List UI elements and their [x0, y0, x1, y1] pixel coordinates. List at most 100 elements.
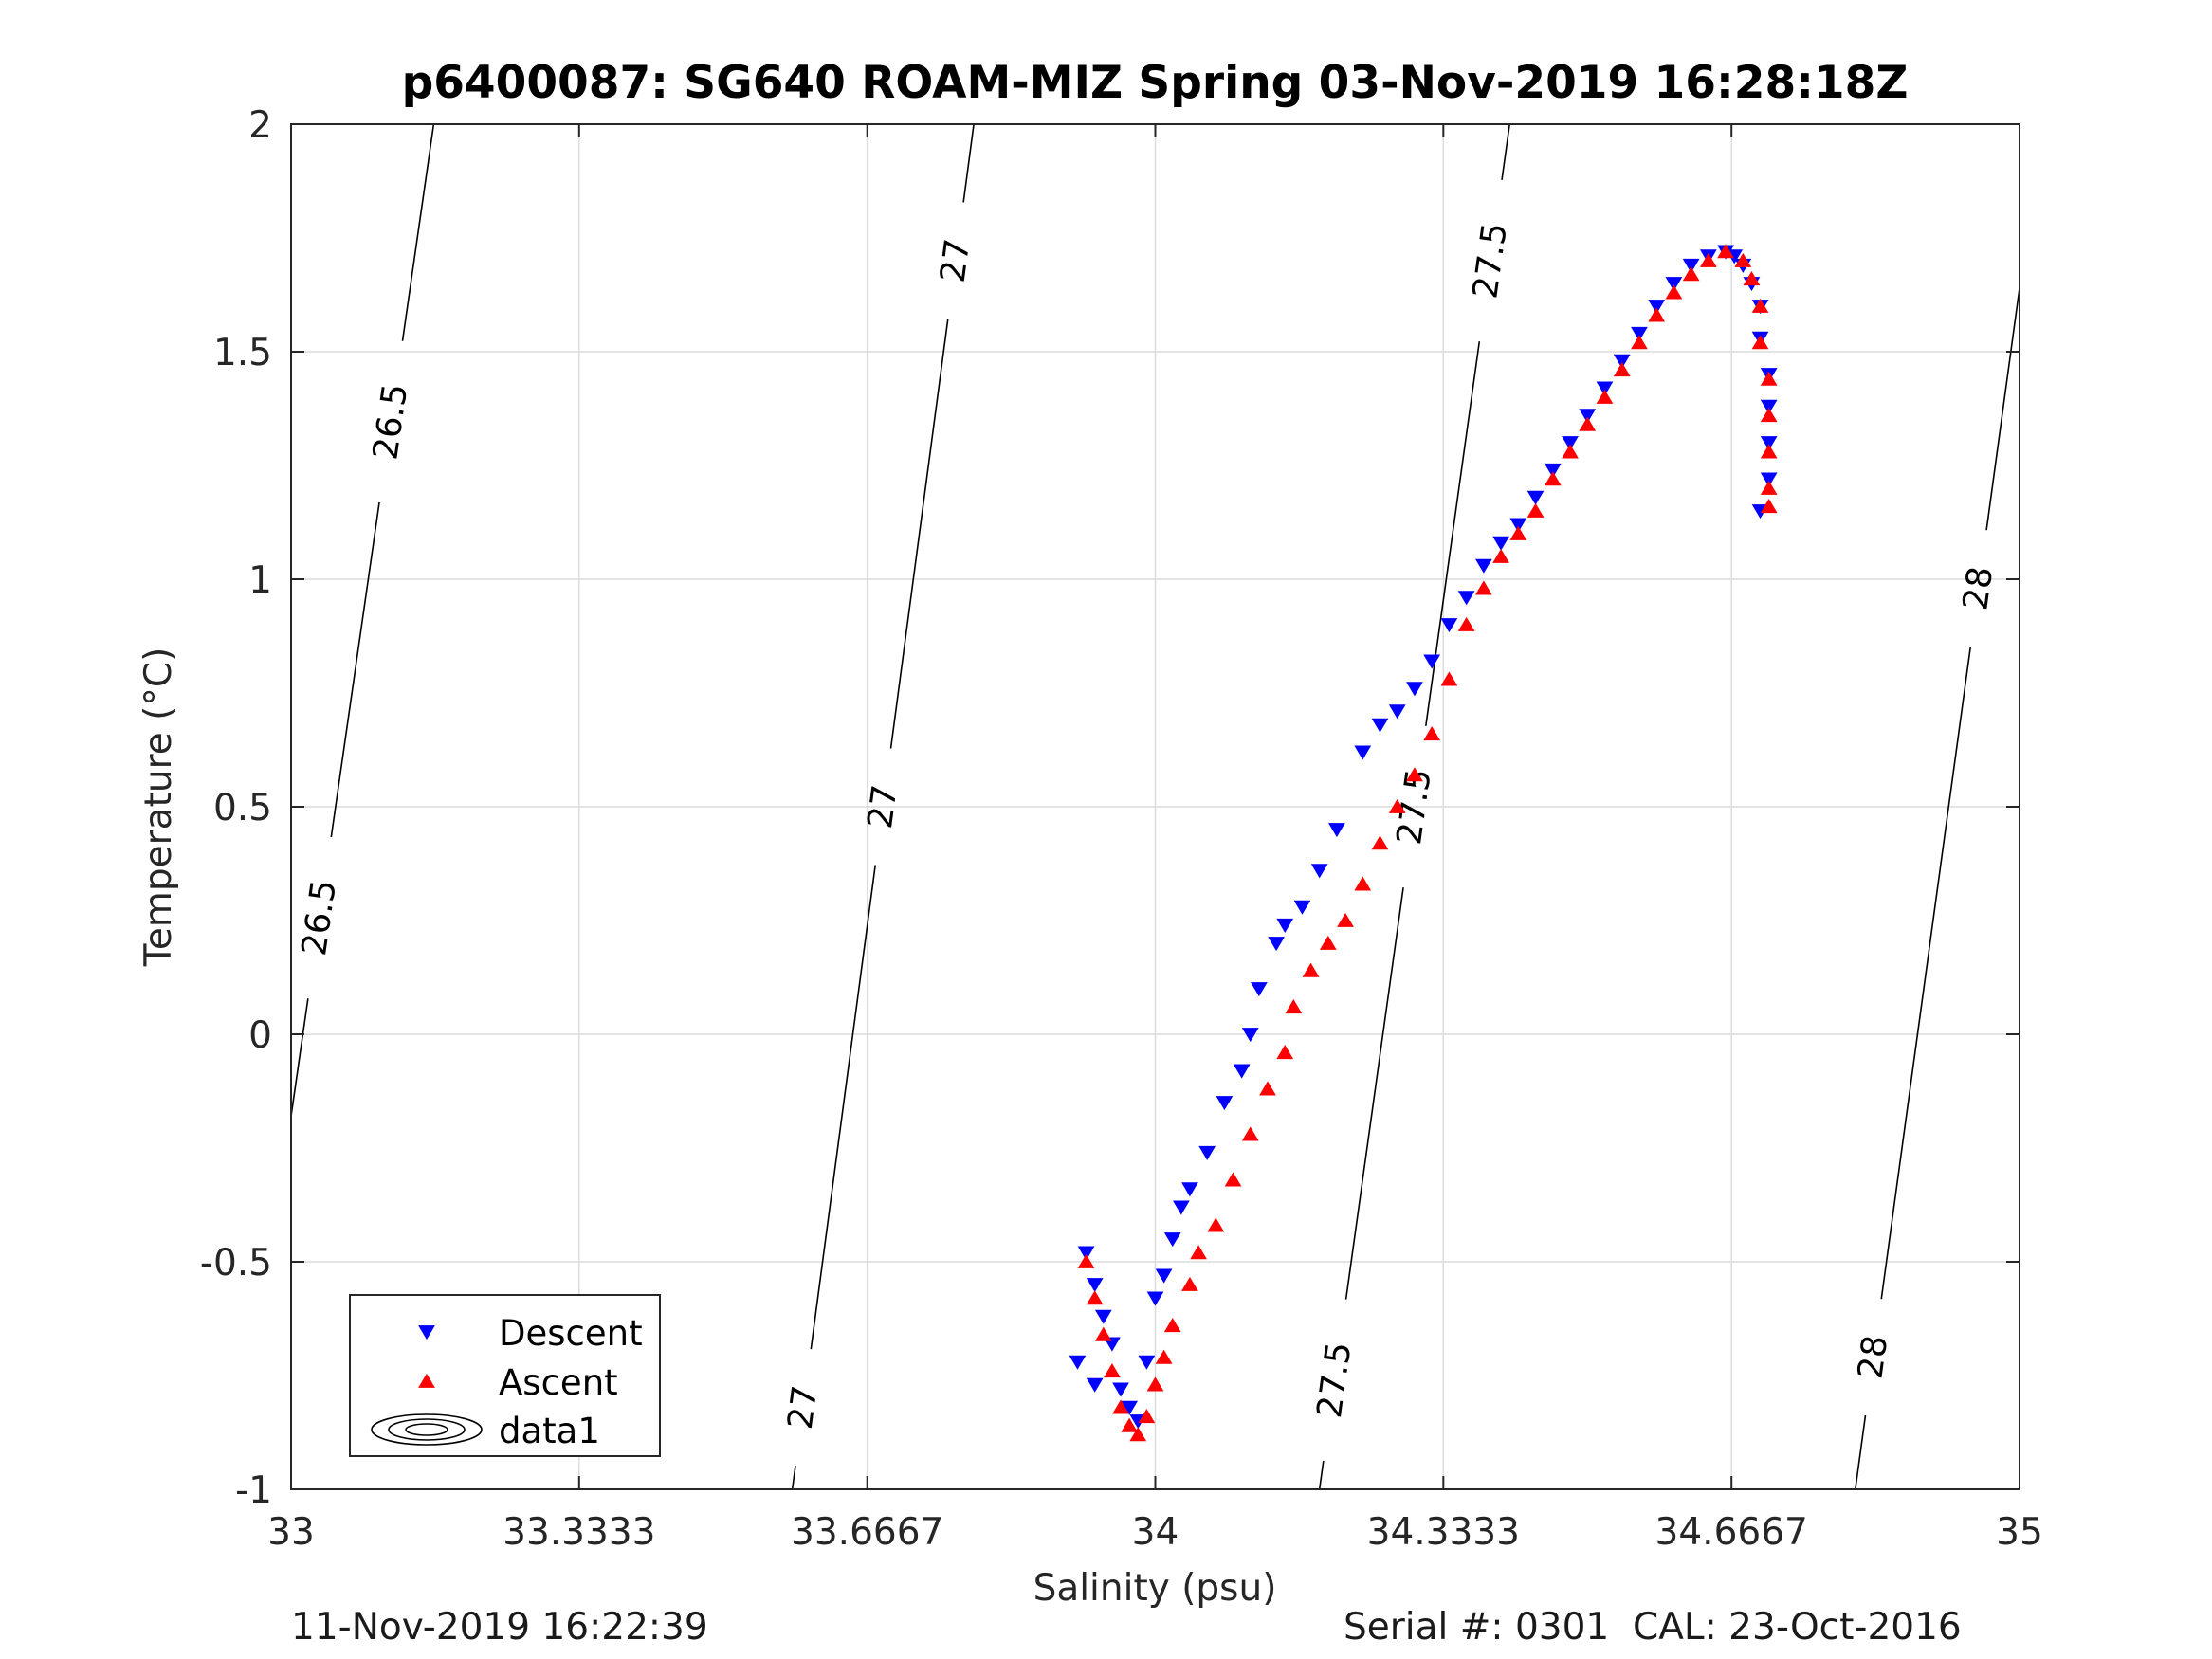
ascent-point: [1190, 1245, 1207, 1260]
y-tick-label: 0: [248, 1014, 272, 1057]
descent-point: [1276, 918, 1294, 933]
descent-point: [1760, 472, 1778, 487]
x-axis-label: Salinity (psu): [1033, 1567, 1277, 1610]
ascent-point: [1526, 502, 1545, 518]
descent-point: [1474, 558, 1492, 574]
descent-point: [1146, 1291, 1164, 1306]
legend-box: [349, 1294, 661, 1457]
ascent-point: [1285, 999, 1303, 1014]
descent-point: [1155, 1268, 1173, 1284]
descent-point: [1613, 354, 1631, 369]
ascent-point: [1717, 244, 1734, 259]
contour-line: [290, 998, 309, 1117]
ascent-point: [1241, 1126, 1259, 1141]
descent-point: [1562, 436, 1579, 451]
contour-line: [1985, 287, 2020, 531]
descent-point: [1406, 682, 1423, 697]
contour-label: 27: [934, 237, 978, 285]
contour-line: [962, 123, 975, 203]
ascent-point: [1259, 1081, 1276, 1096]
legend-contour-icon: [371, 1413, 483, 1446]
legend: Descent Ascent data1: [349, 1294, 661, 1457]
ascent-point: [1112, 1399, 1129, 1414]
descent-point: [1648, 300, 1666, 315]
contour-line: [330, 501, 380, 838]
ascent-point: [1276, 1045, 1294, 1060]
contour-label: 28: [1851, 1333, 1895, 1381]
ascent-point: [1207, 1217, 1225, 1232]
ascent-point: [1631, 335, 1648, 350]
descent-point: [1371, 718, 1389, 733]
footer-timestamp: 11-Nov-2019 16:22:39: [291, 1606, 708, 1649]
descent-point: [1163, 1232, 1181, 1248]
ascent-point: [1760, 499, 1778, 514]
x-tick-label: 33: [267, 1511, 315, 1554]
y-tick-label: -0.5: [200, 1242, 272, 1285]
descent-point: [1544, 463, 1562, 478]
descent-point: [1492, 536, 1509, 551]
ascent-point: [1077, 1253, 1095, 1268]
descent-point: [1354, 745, 1372, 760]
descent-point: [1121, 1400, 1139, 1415]
x-tick-label: 33.3333: [503, 1511, 655, 1554]
chart-title: p6400087: SG640 ROAM-MIZ Spring 03-Nov-2…: [402, 57, 1909, 109]
ascent-point: [1544, 471, 1562, 486]
contour-line: [889, 319, 949, 749]
descent-point: [1665, 277, 1683, 292]
ascent-point: [1596, 389, 1614, 404]
ascent-point: [1509, 525, 1527, 540]
descent-point: [1760, 399, 1778, 414]
descent-point: [1388, 704, 1406, 720]
descent-point: [1526, 490, 1545, 505]
descent-point: [1596, 381, 1614, 396]
y-tick-label: -1: [235, 1469, 272, 1512]
descent-point: [1310, 864, 1328, 879]
ascent-point: [1138, 1409, 1156, 1424]
contour-line: [810, 865, 877, 1350]
ascent-point: [1474, 580, 1492, 595]
x-tick-label: 34.3333: [1367, 1511, 1520, 1554]
ascent-point: [1751, 298, 1769, 313]
ascent-point: [1579, 416, 1597, 431]
descent-point: [1241, 1028, 1259, 1043]
descent-point: [1094, 1309, 1112, 1324]
ascent-point: [1760, 444, 1778, 459]
ascent-point: [1613, 362, 1631, 377]
ascent-point: [1648, 307, 1666, 322]
ascent-point: [1457, 616, 1475, 631]
x-tick-label: 34: [1132, 1511, 1179, 1554]
axis-ticks: 33 33.3333 33.6667 34 34.3333 34.6667 35 -1 -0.5…: [200, 104, 2043, 1554]
descent-point: [1631, 326, 1648, 341]
contour-line: [1318, 1460, 1325, 1490]
footer-serial-cal: Serial #: 0301 CAL: 23-Oct-2016: [1344, 1606, 1962, 1649]
ascent-point: [1760, 408, 1778, 423]
ascent-point: [1682, 266, 1700, 282]
contour-line: [791, 1465, 796, 1490]
y-tick-label: 1.5: [213, 332, 272, 374]
ascent-point: [1751, 335, 1769, 350]
legend-label: Descent: [499, 1313, 643, 1354]
ascent-point: [1319, 935, 1337, 950]
descent-point: [1086, 1377, 1104, 1393]
descent-point: [1760, 436, 1778, 451]
ascent-point: [1371, 835, 1389, 850]
x-tick-label: 35: [1996, 1511, 2043, 1554]
ascent-point: [1337, 912, 1354, 927]
descent-point: [1440, 618, 1458, 633]
descent-point: [1293, 900, 1311, 915]
ascent-point: [1760, 371, 1778, 386]
ascent-point: [1146, 1376, 1164, 1392]
ascent-point: [1699, 252, 1717, 267]
descent-point: [1172, 1200, 1190, 1215]
y-tick-label: 2: [248, 104, 272, 147]
descent-point: [1682, 258, 1700, 273]
descent-point: [1251, 982, 1268, 997]
ascent-point: [1440, 671, 1458, 686]
contour-line: [1880, 646, 1972, 1300]
ascent-point: [1094, 1326, 1112, 1341]
legend-ascent-marker: [418, 1373, 435, 1388]
x-tick-label: 34.6667: [1655, 1511, 1808, 1554]
descent-point: [1579, 409, 1597, 424]
descent-point: [1233, 1064, 1251, 1079]
